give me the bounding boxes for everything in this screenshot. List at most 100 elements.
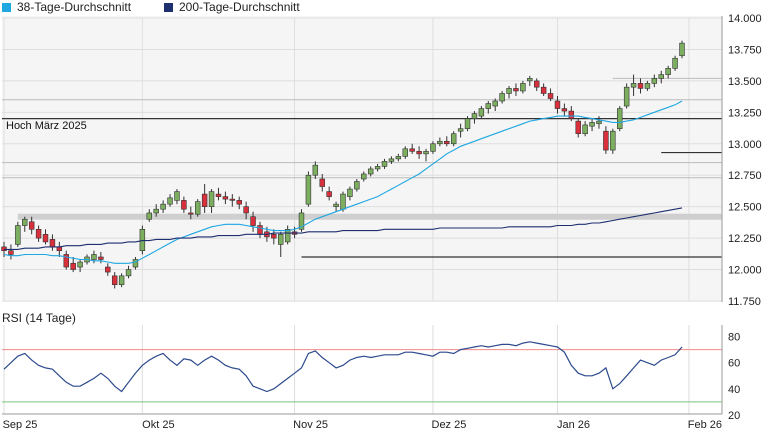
candle-body[interactable] — [416, 151, 422, 155]
candle-body[interactable] — [42, 234, 49, 243]
legend-item-ma38[interactable]: 38-Tage-Durchschnitt — [2, 0, 131, 14]
candle-body[interactable] — [623, 86, 630, 107]
candle-body[interactable] — [513, 88, 519, 92]
candle-body[interactable] — [388, 158, 395, 162]
candle-body[interactable] — [271, 234, 277, 239]
candle-body[interactable] — [229, 198, 236, 201]
candle-body[interactable] — [506, 88, 512, 94]
candle-body[interactable] — [347, 188, 353, 197]
candle-body[interactable] — [423, 151, 429, 155]
candle-body[interactable] — [132, 259, 139, 268]
candle-body[interactable] — [91, 254, 97, 260]
candle-body[interactable] — [28, 221, 35, 230]
candle-body[interactable] — [665, 68, 671, 75]
candle-body[interactable] — [409, 148, 415, 152]
candle-body[interactable] — [561, 108, 568, 112]
candle-body[interactable] — [1, 246, 7, 251]
candle-body[interactable] — [381, 161, 388, 167]
candle-body[interactable] — [533, 80, 540, 88]
candle-body[interactable] — [160, 203, 166, 210]
candle-body[interactable] — [319, 178, 325, 187]
candle-body[interactable] — [492, 100, 498, 107]
candle-body[interactable] — [305, 174, 312, 205]
candle-body[interactable] — [630, 83, 637, 88]
candle-body[interactable] — [395, 156, 402, 160]
candle-body[interactable] — [637, 83, 644, 89]
candle-body[interactable] — [471, 113, 478, 119]
candle-body[interactable] — [582, 124, 588, 135]
candle-body[interactable] — [540, 86, 547, 94]
candle-body[interactable] — [77, 261, 83, 268]
candle-body[interactable] — [312, 164, 319, 176]
candle-body[interactable] — [547, 93, 554, 99]
candle-body[interactable] — [589, 122, 595, 127]
candle-body[interactable] — [333, 203, 339, 207]
candle-body[interactable] — [367, 168, 374, 175]
candle-body[interactable] — [374, 166, 381, 170]
candle-body[interactable] — [354, 181, 360, 190]
candle-body[interactable] — [326, 191, 332, 197]
candle-body[interactable] — [98, 256, 104, 260]
candle-body[interactable] — [188, 212, 194, 215]
candle-body[interactable] — [340, 193, 346, 210]
candle-body[interactable] — [575, 120, 581, 135]
candle-body[interactable] — [201, 193, 208, 207]
candle-body[interactable] — [70, 262, 76, 270]
candle-body[interactable] — [35, 229, 42, 239]
candle-body[interactable] — [672, 57, 678, 69]
candle-body[interactable] — [222, 196, 229, 200]
candle-body[interactable] — [243, 206, 249, 214]
candle-body[interactable] — [250, 216, 256, 226]
candle-body[interactable] — [111, 275, 118, 285]
candle-body[interactable] — [437, 140, 443, 145]
candle-body[interactable] — [22, 218, 28, 226]
price-y-tick-label: 13.000 — [728, 139, 762, 151]
candle-body[interactable] — [278, 234, 284, 245]
candle-body[interactable] — [464, 118, 471, 129]
candle-body[interactable] — [8, 250, 14, 255]
candle-body[interactable] — [568, 110, 575, 119]
candle-body[interactable] — [208, 191, 215, 207]
candle-body[interactable] — [146, 212, 153, 220]
candle-body[interactable] — [236, 200, 242, 205]
candle-body[interactable] — [56, 246, 63, 251]
candle-body[interactable] — [554, 100, 561, 109]
candle-body[interactable] — [457, 128, 464, 132]
candle-body[interactable] — [499, 93, 505, 102]
candle-body[interactable] — [651, 78, 658, 84]
candle-body[interactable] — [478, 108, 485, 117]
candle-body[interactable] — [15, 225, 21, 245]
candle-body[interactable] — [603, 130, 609, 151]
candle-body[interactable] — [139, 229, 146, 251]
candle-body[interactable] — [444, 140, 450, 145]
candle-body[interactable] — [298, 212, 305, 230]
candle-body[interactable] — [596, 120, 602, 124]
candle-body[interactable] — [284, 229, 291, 243]
candle-body[interactable] — [174, 191, 180, 201]
candle-body[interactable] — [257, 225, 263, 235]
candle-body[interactable] — [430, 143, 436, 152]
candle-body[interactable] — [450, 133, 457, 145]
candle-body[interactable] — [153, 208, 159, 214]
candle-body[interactable] — [617, 108, 623, 129]
candle-body[interactable] — [644, 83, 651, 89]
candle-body[interactable] — [520, 83, 526, 92]
candle-body[interactable] — [181, 200, 187, 210]
candle-body[interactable] — [361, 173, 367, 180]
candle-body[interactable] — [167, 197, 173, 205]
candle-body[interactable] — [658, 74, 664, 79]
legend-item-ma200[interactable]: 200-Tage-Durchschnitt — [164, 0, 300, 14]
candle-body[interactable] — [105, 266, 111, 273]
candle-body[interactable] — [485, 103, 492, 109]
candle-body[interactable] — [402, 148, 408, 157]
candle-body[interactable] — [63, 254, 69, 268]
candle-body[interactable] — [215, 193, 222, 197]
candle-body[interactable] — [118, 275, 125, 285]
candle-body[interactable] — [194, 201, 201, 215]
candle-body[interactable] — [679, 42, 685, 57]
candle-body[interactable] — [49, 239, 56, 248]
candle-body[interactable] — [527, 78, 533, 82]
candle-body[interactable] — [125, 269, 132, 277]
candle-body[interactable] — [610, 130, 616, 151]
